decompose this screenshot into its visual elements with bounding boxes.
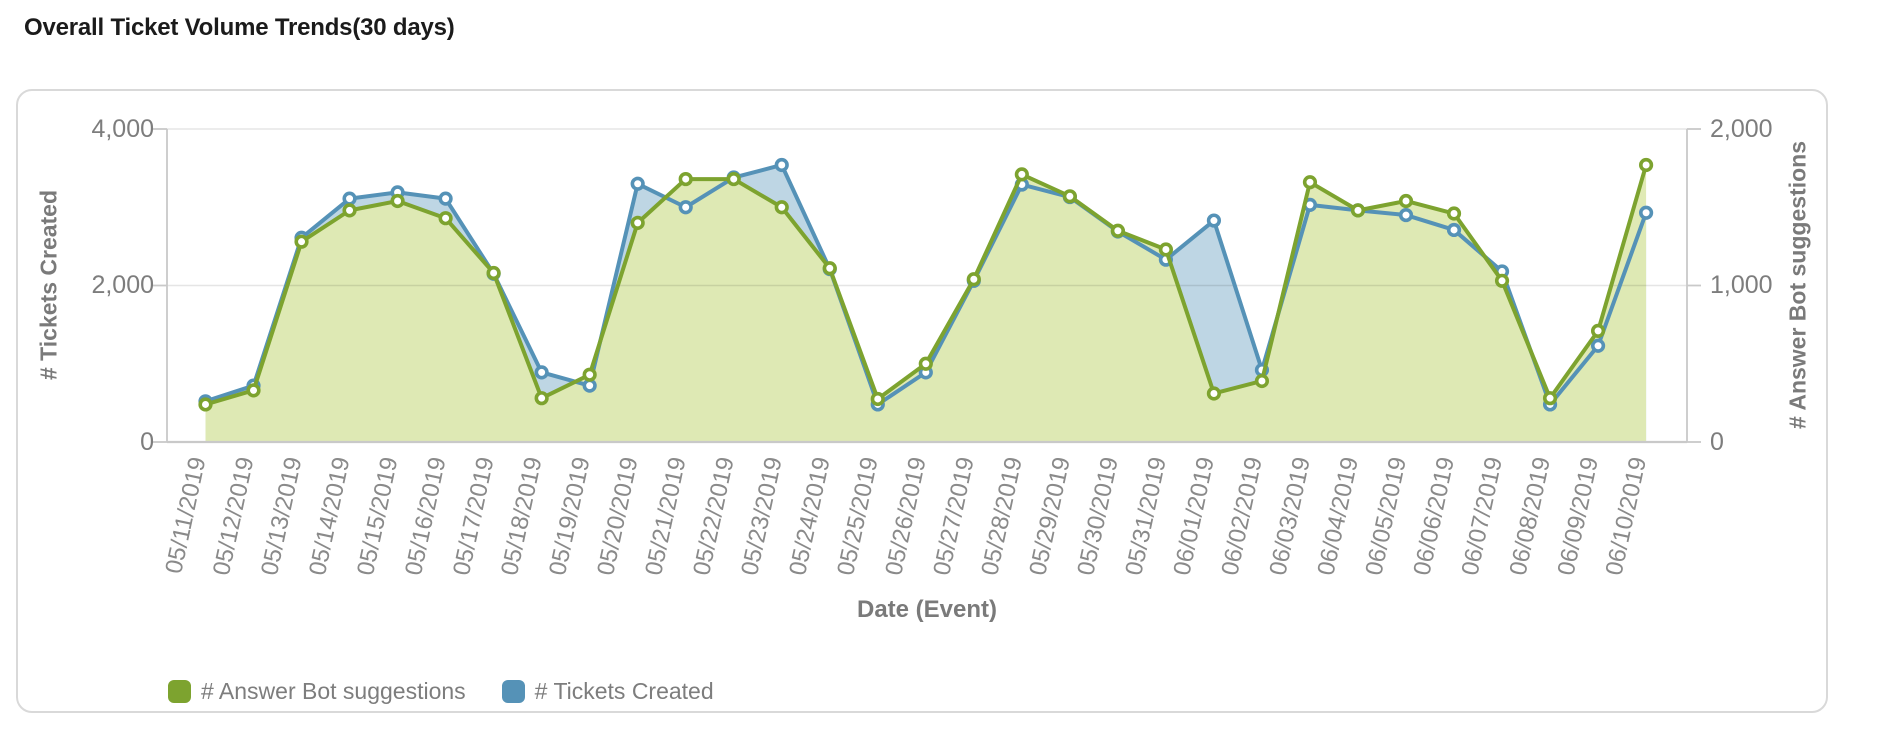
data-point-answer-bot-suggestions (1398, 193, 1414, 209)
data-point-answer-bot-suggestions (1158, 242, 1173, 257)
chart-plot-area[interactable]: 05/11/201905/12/201905/13/201905/14/2019… (18, 91, 1830, 715)
chart-title: Overall Ticket Volume Trends(30 days) (24, 14, 455, 41)
data-point-tickets-created (582, 378, 597, 393)
data-point-answer-bot-suggestions (246, 383, 261, 398)
data-point-answer-bot-suggestions (198, 397, 213, 412)
x-tick-label: 05/19/2019 (544, 455, 595, 578)
x-tick-label: 05/12/2019 (208, 455, 259, 578)
data-point-answer-bot-suggestions (870, 391, 885, 407)
chart-card: 05/11/2019 05/12/2019 05/13/2019 05/14/2019… (16, 89, 1828, 713)
data-point-tickets-created (1590, 338, 1606, 353)
data-point-answer-bot-suggestions (1446, 206, 1462, 221)
x-tick-label: 06/05/2019 (1360, 455, 1411, 578)
legend-swatch-green (168, 680, 191, 703)
x-tick-label: 05/18/2019 (496, 455, 547, 578)
x-tick-label: 05/28/2019 (976, 455, 1027, 578)
right-axis-tick-2000: 2,000 (1710, 115, 1773, 143)
data-point-answer-bot-suggestions (1062, 189, 1077, 204)
x-tick-label: 06/09/2019 (1553, 455, 1604, 578)
x-tick-label: 06/10/2019 (1601, 455, 1652, 578)
data-point-answer-bot-suggestions (1590, 323, 1606, 338)
right-axis-tick-0: 0 (1710, 428, 1724, 456)
x-tick-label: 05/24/2019 (784, 455, 835, 578)
legend-label: # Answer Bot suggestions (201, 678, 466, 704)
data-point-answer-bot-suggestions (438, 211, 453, 226)
data-point-answer-bot-suggestions (1638, 157, 1654, 173)
data-point-tickets-created (342, 191, 357, 206)
data-point-tickets-created (534, 365, 549, 380)
x-tick-label: 05/23/2019 (736, 455, 787, 578)
data-point-tickets-created (678, 200, 693, 215)
x-tick-label: 05/29/2019 (1024, 455, 1075, 578)
data-point-answer-bot-suggestions (294, 234, 309, 249)
x-tick-label: 05/26/2019 (880, 455, 931, 578)
legend-label: # Tickets Created (534, 678, 714, 704)
left-axis-tick-0: 0 (140, 428, 154, 456)
data-point-answer-bot-suggestions (678, 171, 693, 187)
data-point-tickets-created (1206, 213, 1222, 228)
x-tick-label: 05/15/2019 (352, 455, 403, 578)
data-point-answer-bot-suggestions (774, 200, 789, 215)
left-axis-title: # Tickets Created (35, 189, 62, 381)
data-point-tickets-created (438, 191, 453, 206)
data-point-answer-bot-suggestions (1254, 373, 1270, 389)
x-tick-label: 05/25/2019 (832, 455, 883, 578)
data-point-tickets-created (774, 157, 789, 173)
data-point-answer-bot-suggestions (1494, 273, 1510, 288)
data-point-answer-bot-suggestions (1542, 391, 1558, 406)
right-axis-title: # Answer Bot suggestions (1784, 141, 1811, 429)
x-tick-label: 05/13/2019 (256, 455, 307, 578)
data-point-answer-bot-suggestions (390, 193, 405, 209)
x-tick-label: 05/11/2019 (160, 455, 211, 576)
x-tick-label: 06/03/2019 (1264, 455, 1315, 578)
x-tick-label: 06/08/2019 (1505, 455, 1556, 578)
x-tick-label: 05/17/2019 (448, 455, 499, 578)
x-tick-label: 05/16/2019 (400, 455, 451, 578)
left-axis-tick-4000: 4,000 (91, 115, 154, 143)
data-point-answer-bot-suggestions (582, 367, 597, 382)
x-axis-title: Date (Event) (856, 596, 998, 623)
x-tick-label: 06/01/2019 (1168, 455, 1219, 578)
data-point-answer-bot-suggestions (726, 171, 741, 187)
x-tick-label: 05/27/2019 (928, 455, 979, 578)
x-tick-label: 05/31/2019 (1120, 455, 1171, 578)
area-answer-bot-suggestions (205, 164, 1647, 442)
right-axis-tick-1000: 1,000 (1710, 271, 1773, 299)
data-point-tickets-created (630, 176, 645, 191)
x-tick-label: 06/04/2019 (1312, 455, 1363, 578)
data-point-tickets-created (1398, 207, 1414, 223)
data-point-answer-bot-suggestions (534, 391, 549, 406)
legend-swatch-blue (501, 680, 525, 703)
legend-item-tickets-created[interactable]: # Tickets Created (501, 678, 714, 705)
x-tick-label: 06/07/2019 (1457, 455, 1508, 578)
data-point-answer-bot-suggestions (822, 261, 837, 276)
x-tick-label: 05/21/2019 (640, 455, 691, 578)
x-tick-label: 05/20/2019 (592, 455, 643, 578)
data-point-tickets-created (1638, 205, 1654, 220)
x-tick-label: 06/02/2019 (1216, 455, 1267, 578)
x-tick-label: 06/06/2019 (1409, 455, 1460, 578)
data-point-answer-bot-suggestions (918, 356, 933, 371)
data-point-answer-bot-suggestions (1014, 167, 1029, 182)
x-tick-label: 05/14/2019 (304, 455, 355, 578)
legend-item-answer-bot-suggestions[interactable]: # Answer Bot suggestions (168, 678, 466, 705)
x-tick-label: 05/30/2019 (1072, 455, 1123, 578)
data-point-answer-bot-suggestions (966, 272, 981, 287)
data-point-answer-bot-suggestions (1350, 203, 1366, 218)
data-point-answer-bot-suggestions (630, 215, 645, 230)
data-point-answer-bot-suggestions (1302, 175, 1318, 190)
left-axis-tick-2000: 2,000 (91, 271, 154, 299)
data-point-answer-bot-suggestions (1206, 386, 1222, 401)
data-point-answer-bot-suggestions (486, 265, 501, 281)
data-point-tickets-created (1446, 222, 1462, 238)
x-tick-label: 05/22/2019 (688, 455, 739, 578)
data-point-answer-bot-suggestions (342, 203, 357, 218)
data-point-answer-bot-suggestions (1110, 223, 1125, 238)
chart-legend: # Answer Bot suggestions # Tickets Creat… (168, 678, 714, 705)
